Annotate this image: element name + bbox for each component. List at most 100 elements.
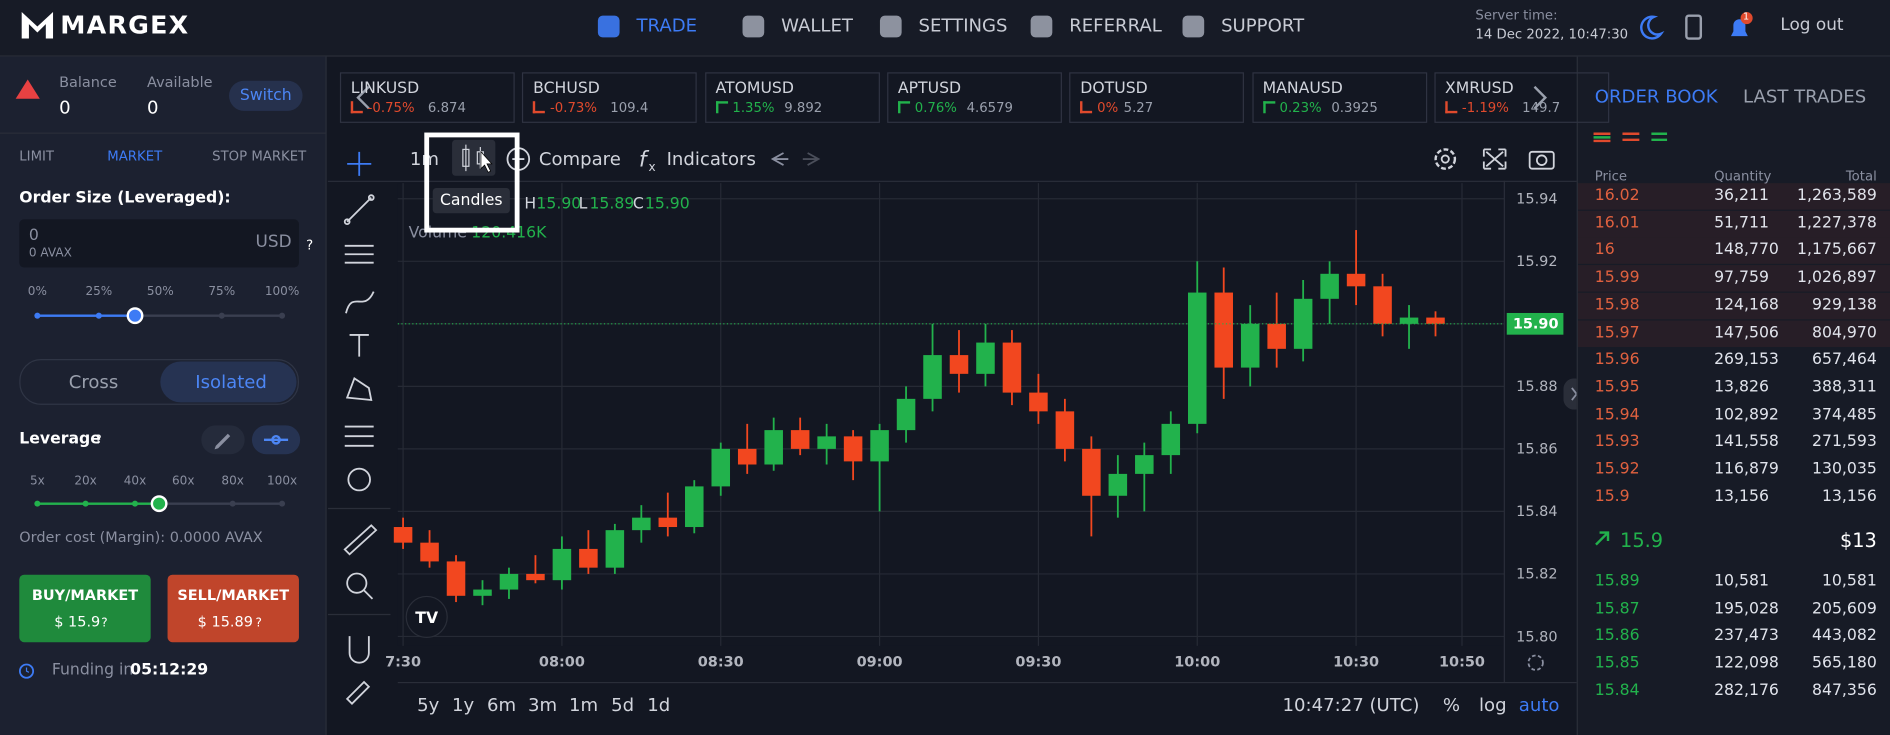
sell-price[interactable]: $ 15.89 [197,613,253,631]
candle-body [817,436,836,449]
nav-item[interactable]: SUPPORT [1221,14,1305,37]
help[interactable]: ? [255,616,262,631]
nav-item[interactable]: WALLET [781,14,853,37]
range-button[interactable]: 1y [452,694,475,716]
book-total: 1,263,589 [1797,186,1877,205]
ticker[interactable]: XMRUSD -1.19% 149.7 [1434,72,1609,123]
leverage-mode[interactable] [200,424,301,455]
nav-icon [1030,15,1053,38]
nav-item[interactable]: TRADE [636,14,698,37]
nav-item[interactable]: REFERRAL [1069,14,1162,37]
candle-body [737,448,757,465]
logo[interactable]: MARGEX [60,10,190,40]
order-size-sub: 0 AVAX [28,247,72,261]
axis-settings[interactable] [1524,651,1548,675]
candle-body [552,548,572,581]
range-button[interactable]: 3m [527,694,558,716]
tv-logo[interactable]: TV [405,595,448,638]
ticker-symbol: XMRUSD [1445,79,1514,98]
order-tab[interactable]: LIMIT [19,148,55,164]
margin-isolated[interactable]: Isolated [195,371,267,393]
available-label: Available [147,73,213,91]
buy-label[interactable]: BUY/MARKET [31,586,139,604]
ticker-price: 0.3925 [1331,100,1378,116]
range-button[interactable]: 5y [417,694,440,716]
sell-label[interactable]: SELL/MARKET [177,586,290,604]
book-view-icons[interactable] [1590,129,1668,148]
last-trades-tab[interactable]: LAST TRADES [1743,85,1867,108]
ticker-arrow [1262,101,1275,114]
ticker[interactable]: MANAUSD 0.23% 0.3925 [1251,72,1427,123]
candle-body [446,561,466,596]
candle-button[interactable] [452,139,496,176]
quantity-header: Quantity [1714,168,1772,185]
range-button[interactable]: 1m [568,694,599,716]
candle-body [420,542,439,562]
order-tab[interactable]: MARKET [107,148,163,164]
ticker-change: -0.73% [550,100,597,116]
log-toggle[interactable]: log [1479,694,1507,716]
depth-bar [1577,292,1890,320]
ticker[interactable]: APTUSD 0.76% 4.6579 [887,72,1062,123]
range-button[interactable]: 5d [611,694,635,716]
ticker[interactable]: DOTUSD 0% 5.27 [1069,72,1245,123]
book-total: 847,356 [1811,681,1877,700]
ticker-symbol: DOTUSD [1080,79,1148,98]
range-button[interactable]: 1d [647,694,671,716]
book-total: 657,464 [1811,350,1877,369]
size-mark: 25% [85,285,113,299]
compare[interactable]: Compare [538,148,621,170]
indicators[interactable]: Indicators [666,148,756,170]
candle-body [1346,273,1366,287]
order-size-input[interactable] [19,219,299,268]
leverage-mark: 20x [74,474,97,488]
book-price: 15.99 [1594,268,1640,287]
nav-icons[interactable] [1637,12,1770,43]
drawing-tools[interactable] [327,133,391,735]
ticker-arrow [533,101,546,114]
margin-toggle[interactable] [19,359,299,405]
book-quantity: 122,098 [1714,654,1779,673]
ticker[interactable]: ATOMUSD 1.35% 9.892 [704,72,880,123]
help[interactable]: ? [306,237,314,254]
order-book-tab[interactable]: ORDER BOOK [1594,85,1718,108]
buy-button[interactable] [19,574,151,643]
candle-body [764,430,783,465]
range-button[interactable]: 6m [486,694,517,716]
book-quantity: 97,759 [1714,268,1769,287]
clock-icon [18,663,35,679]
switch-button[interactable]: Switch [229,80,303,111]
undo-redo[interactable] [767,145,827,172]
legend-h: H [524,195,537,214]
size-slider[interactable] [0,304,325,328]
candle-body [473,589,492,596]
book-quantity: 282,176 [1714,681,1779,700]
x-tick-label: 09:30 [1015,654,1061,670]
margin-cross[interactable]: Cross [68,371,119,393]
help[interactable]: ? [95,433,102,448]
help[interactable]: ? [101,616,108,631]
book-quantity: 269,153 [1714,350,1779,369]
auto-toggle[interactable]: auto [1518,694,1560,716]
ticker[interactable]: BCHUSD -0.73% 109.4 [522,72,698,123]
book-price: 15.97 [1594,323,1640,342]
ticker-arrows[interactable] [347,80,1564,116]
candle-body [1267,323,1286,349]
depth-bar [1577,183,1890,210]
nav-item[interactable]: SETTINGS [918,14,1008,37]
percent-toggle[interactable]: % [1442,694,1461,716]
leverage-slider[interactable] [0,492,325,516]
book-price: 15.87 [1594,599,1640,618]
sell-button[interactable] [167,574,299,643]
chart-settings-icons[interactable] [1430,143,1560,174]
book-row: 15.99 97,759 1,026,897 [1577,265,1890,292]
book-total: 271,593 [1811,432,1877,451]
order-tab[interactable]: STOP MARKET [212,148,307,164]
ticker-price: 149.7 [1522,100,1561,116]
nav-icon [1182,15,1205,38]
ticker[interactable]: LINKUSD -0.75% 6.874 [339,72,515,123]
logout[interactable]: Log out [1780,15,1844,35]
buy-price[interactable]: $ 15.9 [54,613,101,631]
book-price: 15.9 [1594,487,1630,506]
